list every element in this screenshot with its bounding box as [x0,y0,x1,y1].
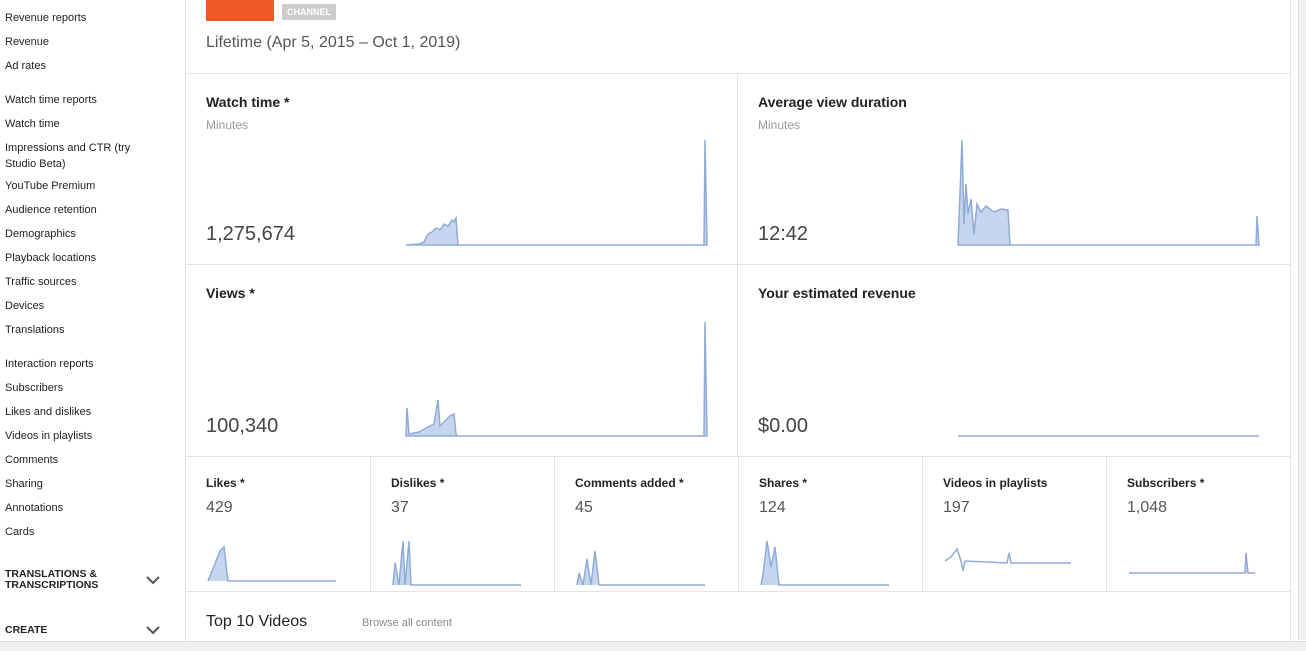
nav-item[interactable]: Impressions and CTR (try Studio Beta) [5,142,131,170]
chevron[interactable] [145,574,161,586]
card-title: Comments added * [575,476,684,490]
nav-item[interactable]: Traffic sources [5,276,77,288]
small-card[interactable]: Videos in playlists 197 [922,456,1106,591]
small-card[interactable]: Dislikes * 37 [370,456,554,591]
card-unit: Minutes [758,118,801,132]
card-value: $0.00 [758,415,809,437]
sparkline [957,139,1260,246]
badge: CHANNEL [282,4,336,20]
card-value: 429 [206,499,233,516]
nav-section[interactable]: TRANSLATIONS & TRANSCRIPTIONS [5,568,99,591]
card-value: 1,275,674 [206,223,295,245]
small-card[interactable]: Comments added * 45 [554,456,738,591]
nav-item[interactable]: Cards [5,526,35,538]
card-title: Average view duration [758,94,907,110]
top-videos: Top 10 Videos Browse all content [186,591,1290,650]
sparkline [760,540,889,586]
nav-section[interactable]: CREATE [5,624,48,636]
metric-card[interactable]: Your estimated revenue $0.00 [737,264,1290,456]
nav-item[interactable]: Subscribers [5,382,64,394]
sparkline [958,435,1259,437]
card-title: Your estimated revenue [758,285,916,301]
card-title: Shares * [759,476,808,490]
card-title: Likes * [206,476,245,490]
sparkline [207,545,336,582]
nav-item[interactable]: Annotations [5,502,64,514]
sparkline [576,550,705,586]
small-card[interactable]: Likes * 429 [186,456,370,591]
card-title: Views * [206,285,255,301]
nav-item[interactable]: Demographics [5,228,76,240]
metric-card[interactable]: Views * 100,340 [186,264,737,456]
card-unit: Minutes [206,118,249,132]
nav-item[interactable]: Devices [5,300,45,312]
period: Lifetime (Apr 5, 2015 – Oct 1, 2019) [206,34,461,51]
card-value: 37 [391,499,409,516]
nav-item[interactable]: Translations [5,324,65,336]
nav-item[interactable]: YouTube Premium [5,180,96,192]
sparkline [1129,552,1255,574]
scrollbar[interactable] [0,641,1306,651]
scrollbar[interactable] [1298,0,1306,640]
link[interactable]: Browse all content [362,617,452,629]
metric-card[interactable]: Watch time * Minutes 1,275,674 [186,73,737,264]
section-title: Top 10 Videos [206,613,308,630]
card-value: 100,340 [206,415,279,437]
card-value: 1,048 [1127,499,1168,516]
nav-item[interactable]: Comments [5,454,59,466]
small-card[interactable]: Shares * 124 [738,456,922,591]
nav-item[interactable]: Playback locations [5,252,97,264]
card-title: Watch time * [206,94,290,110]
nav-item[interactable]: Revenue [5,36,50,48]
card-value: 45 [575,499,593,516]
sparkline [405,139,708,246]
nav-item[interactable]: Ad rates [5,60,46,72]
sparkline [944,547,1071,572]
card-title: Videos in playlists [943,476,1048,490]
nav-heading[interactable]: Interaction reports [5,358,94,370]
nav-item[interactable]: Audience retention [5,204,97,216]
small-card[interactable]: Subscribers * 1,048 [1106,456,1290,591]
channel-thumb [206,0,274,21]
card-value: 124 [759,499,786,516]
sparkline [405,321,708,437]
nav-item[interactable]: Likes and dislikes [5,406,92,418]
metric-card[interactable]: Average view duration Minutes 12:42 [737,73,1290,264]
nav-item[interactable]: Sharing [5,478,43,490]
chevron[interactable] [145,624,161,636]
card-title: Dislikes * [391,476,445,490]
sparkline [392,540,521,586]
nav-heading[interactable]: Revenue reports [5,12,87,24]
nav-heading[interactable]: Watch time reports [5,94,97,106]
card-value: 12:42 [758,223,809,245]
dashboard: CHANNEL Lifetime (Apr 5, 2015 – Oct 1, 2… [185,0,1291,650]
sidebar: Revenue reports Revenue Ad rates Watch t… [0,0,175,650]
nav-item[interactable]: Videos in playlists [5,430,93,442]
card-title: Subscribers * [1127,476,1205,490]
nav-item[interactable]: Watch time [5,118,60,130]
card-value: 197 [943,499,970,516]
